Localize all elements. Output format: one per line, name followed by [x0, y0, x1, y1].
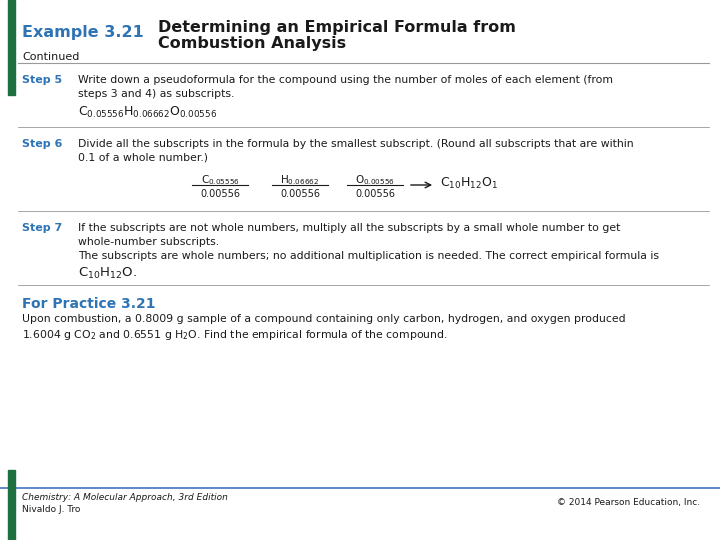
Text: 1.6004 g CO$_2$ and 0.6551 g H$_2$O. Find the empirical formula of the compound.: 1.6004 g CO$_2$ and 0.6551 g H$_2$O. Fin… — [22, 328, 448, 342]
Text: For Practice 3.21: For Practice 3.21 — [22, 297, 156, 311]
Text: Divide all the subscripts in the formula by the smallest subscript. (Round all s: Divide all the subscripts in the formula… — [78, 139, 634, 149]
Text: 0.00556: 0.00556 — [200, 189, 240, 199]
Text: $\mathrm{C_{10}H_{12}O_1}$: $\mathrm{C_{10}H_{12}O_1}$ — [440, 176, 498, 191]
Text: $\mathrm{C_{0.05556}}$: $\mathrm{C_{0.05556}}$ — [201, 173, 240, 187]
Text: steps 3 and 4) as subscripts.: steps 3 and 4) as subscripts. — [78, 89, 235, 99]
Text: Step 5: Step 5 — [22, 75, 62, 85]
Text: 0.00556: 0.00556 — [355, 189, 395, 199]
Text: $\mathrm{C_{10}H_{12}O.}$: $\mathrm{C_{10}H_{12}O.}$ — [78, 266, 137, 281]
Text: Step 6: Step 6 — [22, 139, 63, 149]
Bar — [8, 0, 15, 95]
Text: 0.00556: 0.00556 — [280, 189, 320, 199]
Text: Chemistry: A Molecular Approach, 3rd Edition: Chemistry: A Molecular Approach, 3rd Edi… — [22, 493, 228, 502]
Text: Determining an Empirical Formula from: Determining an Empirical Formula from — [158, 20, 516, 35]
Text: Continued: Continued — [22, 52, 79, 62]
Text: Write down a pseudoformula for the compound using the number of moles of each el: Write down a pseudoformula for the compo… — [78, 75, 613, 85]
Text: The subscripts are whole numbers; no additional multiplication is needed. The co: The subscripts are whole numbers; no add… — [78, 251, 659, 261]
Text: © 2014 Pearson Education, Inc.: © 2014 Pearson Education, Inc. — [557, 498, 700, 507]
Text: Combustion Analysis: Combustion Analysis — [158, 36, 346, 51]
Text: 0.1 of a whole number.): 0.1 of a whole number.) — [78, 153, 208, 163]
Text: Step 7: Step 7 — [22, 223, 62, 233]
Text: If the subscripts are not whole numbers, multiply all the subscripts by a small : If the subscripts are not whole numbers,… — [78, 223, 621, 233]
Text: Nivaldo J. Tro: Nivaldo J. Tro — [22, 505, 81, 514]
Text: Example 3.21: Example 3.21 — [22, 25, 144, 40]
Bar — [8, 470, 15, 540]
Text: whole-number subscripts.: whole-number subscripts. — [78, 237, 219, 247]
Text: $\mathrm{O_{0.00556}}$: $\mathrm{O_{0.00556}}$ — [355, 173, 395, 187]
Text: $\mathrm{C_{0.05556}H_{0.06662}O_{0.00556}}$: $\mathrm{C_{0.05556}H_{0.06662}O_{0.0055… — [78, 105, 217, 120]
Text: Upon combustion, a 0.8009 g sample of a compound containing only carbon, hydroge: Upon combustion, a 0.8009 g sample of a … — [22, 314, 626, 324]
Text: $\mathrm{H_{0.06662}}$: $\mathrm{H_{0.06662}}$ — [280, 173, 320, 187]
